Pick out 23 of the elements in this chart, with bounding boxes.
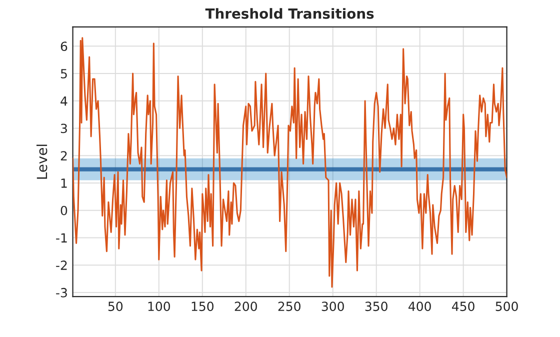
y-tick-label: -3 xyxy=(56,288,67,298)
x-tick-label: 450 xyxy=(452,302,474,312)
x-tick-label: 300 xyxy=(322,302,344,312)
x-tick-label: 400 xyxy=(408,302,431,312)
y-tick-label: 2 xyxy=(60,151,67,160)
y-tick-label: 3 xyxy=(60,124,67,134)
x-tick-label: 100 xyxy=(148,302,170,312)
y-tick-label: -1 xyxy=(56,233,67,242)
y-tick-label: 6 xyxy=(60,42,68,52)
y-tick-label: 1 xyxy=(61,178,67,188)
x-tick-label: 150 xyxy=(192,302,214,312)
x-tick-label: 350 xyxy=(365,302,388,312)
x-tick-label: 250 xyxy=(278,302,300,312)
line-series xyxy=(72,37,507,288)
y-tick-label: -2 xyxy=(56,260,67,270)
y-tick-label: 4 xyxy=(60,96,68,106)
x-tick-label: 200 xyxy=(234,302,257,312)
y-tick-label: 5 xyxy=(60,69,67,78)
y-tick-label: 0 xyxy=(60,206,68,216)
x-tick-label: 50 xyxy=(108,302,123,312)
y-axis-title: Level xyxy=(36,144,48,179)
x-tick-label: 500 xyxy=(496,302,518,312)
chart-title: Threshold Transitions xyxy=(205,8,374,19)
